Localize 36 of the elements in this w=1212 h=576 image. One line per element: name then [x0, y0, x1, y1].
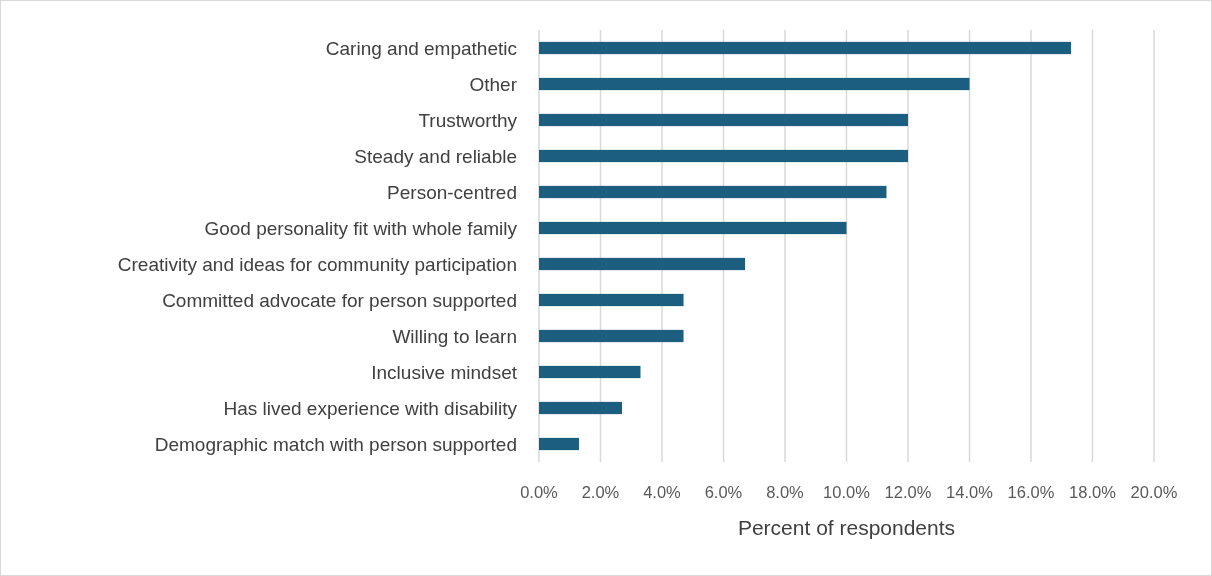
- bar: [539, 77, 970, 91]
- x-axis-title: Percent of respondents: [737, 516, 956, 539]
- bar: [539, 113, 908, 127]
- bar: [539, 221, 847, 235]
- y-tick-label: Person-centred: [387, 181, 517, 203]
- bar: [539, 185, 887, 199]
- x-tick-label: 12.0%: [884, 483, 932, 501]
- x-tick-label: 20.0%: [1130, 483, 1178, 501]
- x-tick-label: 6.0%: [704, 483, 743, 501]
- y-tick-label: Trustworthy: [418, 109, 518, 131]
- x-tick-label: 10.0%: [823, 483, 871, 501]
- bar: [539, 41, 1071, 55]
- y-tick-label: Good personality fit with whole family: [204, 217, 518, 239]
- x-tick-label: 2.0%: [581, 483, 620, 501]
- bar: [539, 149, 908, 163]
- x-tick-label: 14.0%: [946, 483, 994, 501]
- y-tick-label: Other: [469, 73, 518, 95]
- x-tick-label: 16.0%: [1007, 483, 1055, 501]
- bar: [539, 257, 746, 271]
- y-tick-label: Inclusive mindset: [371, 361, 518, 383]
- bar: [539, 365, 641, 379]
- y-tick-label: Has lived experience with disability: [223, 397, 518, 419]
- bar: [539, 293, 684, 307]
- y-tick-label: Creativity and ideas for community participation: [117, 253, 517, 275]
- bar: [539, 329, 684, 343]
- y-tick-label: Steady and reliable: [354, 145, 517, 167]
- bar: [539, 401, 623, 415]
- y-tick-label: Committed advocate for person supported: [162, 289, 517, 311]
- y-tick-label: Willing to learn: [392, 325, 517, 347]
- y-tick-label: Caring and empathetic: [325, 37, 517, 59]
- x-tick-label: 0.0%: [520, 483, 559, 501]
- bar: [539, 437, 579, 451]
- x-tick-label: 8.0%: [766, 483, 805, 501]
- x-tick-label: 18.0%: [1069, 483, 1117, 501]
- x-tick-label: 4.0%: [643, 483, 682, 501]
- y-tick-label: Demographic match with person supported: [154, 433, 517, 455]
